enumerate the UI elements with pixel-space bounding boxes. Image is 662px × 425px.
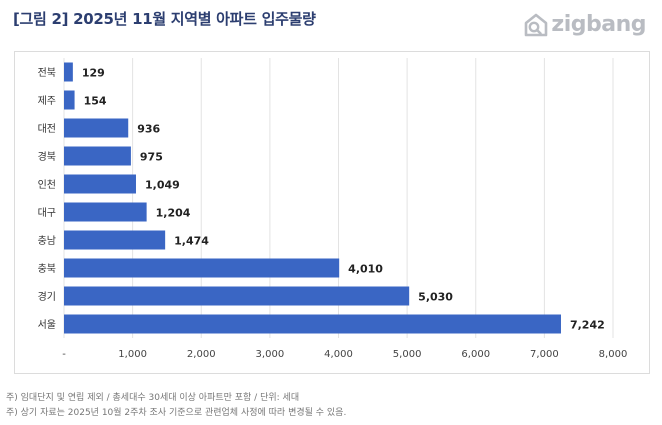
category-label: 충북	[38, 263, 56, 275]
bar	[64, 90, 75, 110]
category-label: 충남	[38, 235, 56, 247]
data-label: 1,049	[145, 179, 180, 192]
category-label: 경북	[38, 150, 56, 163]
x-tick-label: 6,000	[461, 349, 490, 360]
data-label: 129	[82, 67, 105, 80]
brand-name: zigbang	[551, 12, 646, 37]
chart-title: [그림 2] 2025년 11월 지역별 아파트 입주물량	[13, 10, 316, 28]
data-label: 5,030	[418, 291, 453, 304]
bar-chart: 전북 129 제주 154 대전 936 경북 975 인천 1,049 대구 1,204 충남 1,47…	[38, 58, 628, 360]
bar	[64, 174, 136, 194]
x-tick-label: -	[62, 349, 66, 360]
category-label: 대전	[38, 123, 56, 135]
category-label: 서울	[38, 319, 56, 331]
data-label: 4,010	[348, 263, 383, 276]
data-label: 1,474	[174, 235, 209, 248]
x-tick-label: 8,000	[599, 349, 628, 360]
x-tick-label: 4,000	[324, 349, 353, 360]
bar	[64, 202, 147, 222]
zigbang-house-icon	[525, 13, 548, 36]
bar	[64, 146, 131, 166]
x-tick-label: 1,000	[118, 349, 147, 360]
chart-area: 전북 129 제주 154 대전 936 경북 975 인천 1,049 대구 1,204 충남 1,47…	[14, 51, 650, 374]
category-label: 제주	[38, 95, 56, 107]
data-label: 975	[140, 151, 163, 164]
data-label: 154	[84, 95, 107, 108]
data-label: 936	[137, 123, 160, 136]
x-tick-label: 2,000	[187, 349, 216, 360]
bar	[64, 230, 166, 250]
bar	[64, 118, 129, 138]
category-label: 전북	[38, 67, 56, 79]
x-tick-label: 7,000	[530, 349, 559, 360]
data-label: 1,204	[156, 207, 191, 220]
x-tick-label: 5,000	[393, 349, 422, 360]
category-label: 인천	[38, 179, 56, 191]
bar	[64, 258, 340, 278]
footnote-1: 주) 임대단지 및 연립 제외 / 총세대수 30세대 이상 아파트만 포함 /…	[6, 393, 300, 403]
bar	[64, 286, 410, 306]
category-label: 경기	[38, 290, 56, 303]
brand-logo: zigbang	[524, 12, 646, 37]
bar	[64, 314, 561, 334]
category-label: 대구	[38, 207, 56, 219]
data-label: 7,242	[570, 319, 605, 332]
x-tick-label: 3,000	[256, 349, 285, 360]
bar	[64, 62, 73, 82]
footnote-2: 주) 상기 자료는 2025년 10월 2주차 조사 기준으로 관련업체 사정에…	[6, 408, 347, 418]
